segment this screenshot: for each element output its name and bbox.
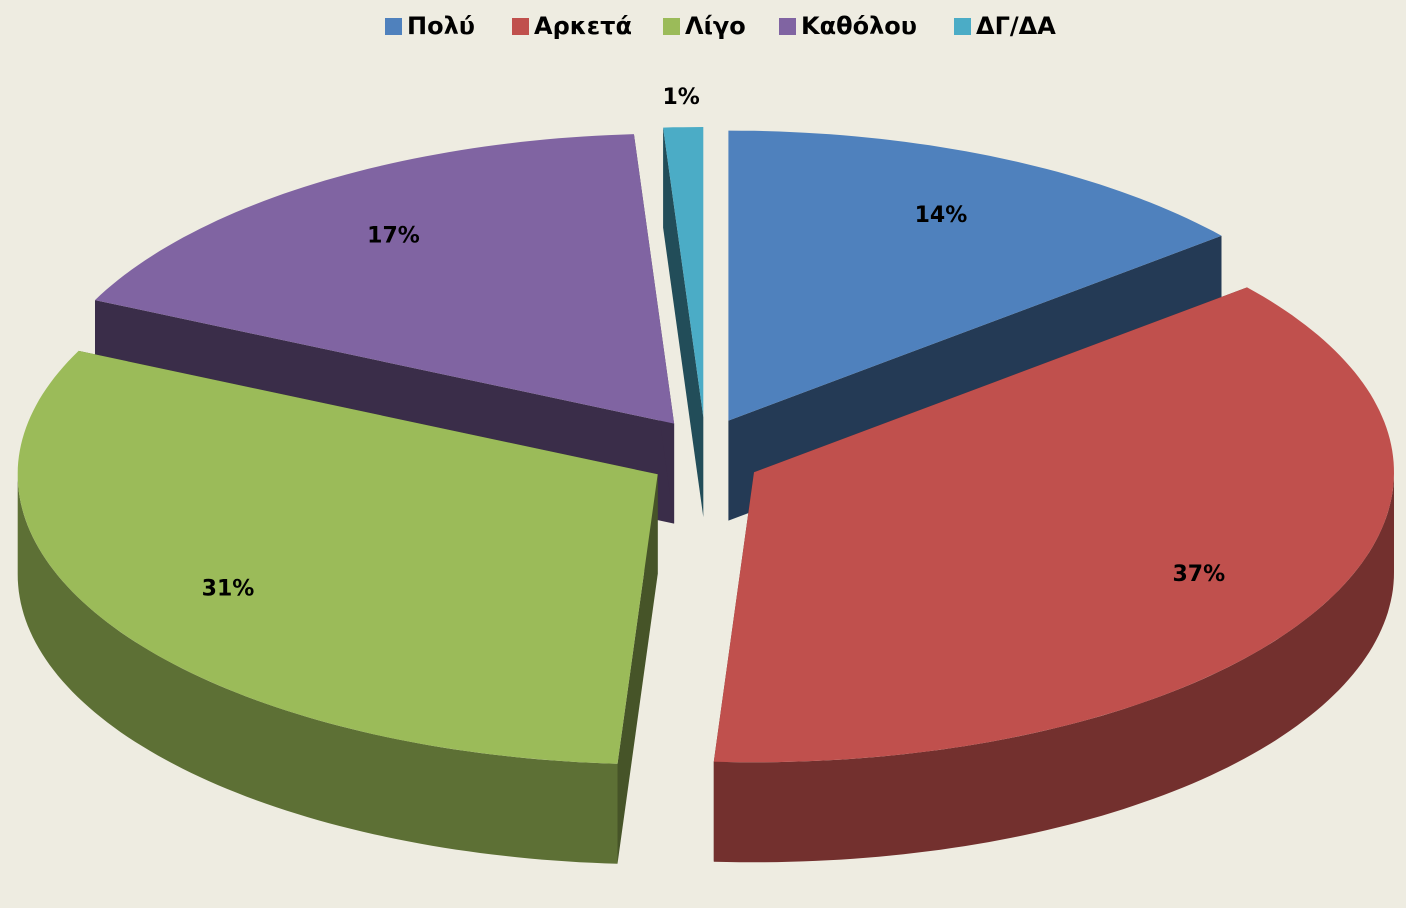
slice-side xyxy=(663,127,704,517)
legend-swatch xyxy=(512,18,529,35)
legend-text: Καθόλου xyxy=(801,12,917,40)
slice xyxy=(17,350,658,864)
slice xyxy=(713,287,1394,763)
slice-wall xyxy=(17,474,618,864)
pie: 14% 37% 31% 17% 1% xyxy=(17,85,1394,864)
slice-wall xyxy=(713,472,1394,863)
slice xyxy=(663,127,704,517)
value-label: 14% xyxy=(915,203,968,228)
legend-swatch xyxy=(663,18,680,35)
value-label: 31% xyxy=(202,576,255,601)
slice xyxy=(728,130,1222,421)
slice xyxy=(663,127,704,417)
value-label: 37% xyxy=(1172,562,1225,587)
legend-text: Λίγο xyxy=(685,12,746,40)
legend-swatch xyxy=(385,18,402,35)
legend-text: Αρκετά xyxy=(534,12,632,40)
slice xyxy=(713,287,1394,863)
legend-text: Πολύ xyxy=(407,12,475,40)
value-label: 1% xyxy=(662,85,699,110)
value-label: 17% xyxy=(367,223,420,248)
slice xyxy=(95,134,675,424)
slice xyxy=(17,350,658,764)
legend-swatch xyxy=(779,18,796,35)
legend-text: ΔΓ/ΔΑ xyxy=(976,12,1056,40)
legend-swatch xyxy=(954,18,971,35)
legend: Πολύ Αρκετά Λίγο Καθόλου ΔΓ/ΔΑ xyxy=(385,12,1056,40)
